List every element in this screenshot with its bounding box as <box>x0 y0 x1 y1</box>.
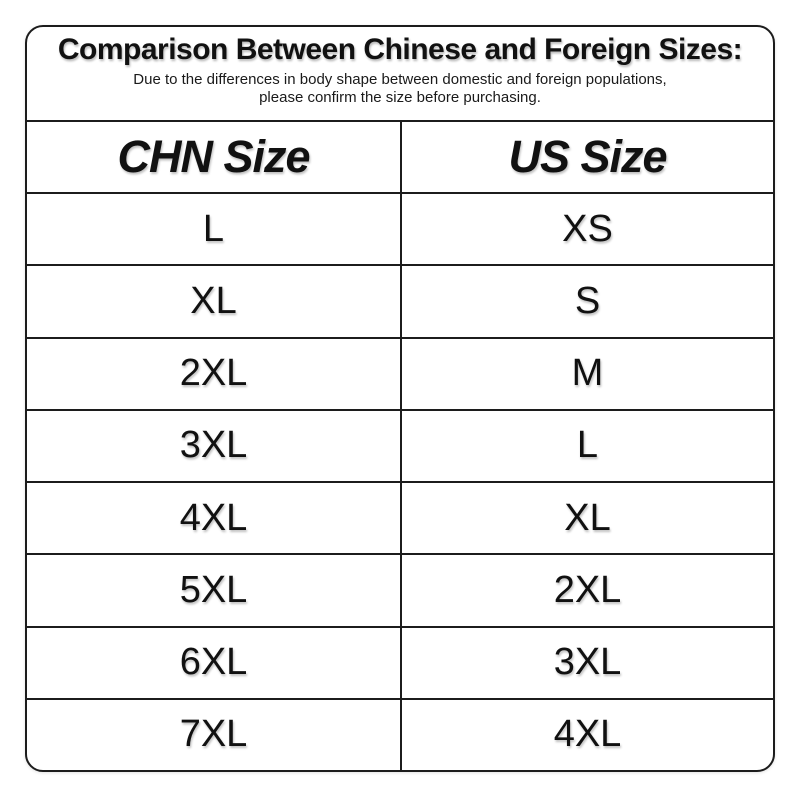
table-cell-chn: 6XL <box>27 625 400 698</box>
subtitle-line-2: please confirm the size before purchasin… <box>259 89 541 107</box>
table-cell-chn: 4XL <box>27 481 400 553</box>
card-header: Comparison Between Chinese and Foreign S… <box>27 27 773 120</box>
table-cell-us: M <box>400 336 773 409</box>
table-cell-us: XS <box>400 192 773 265</box>
column-header-us-size: US Size <box>400 122 773 192</box>
table-cell-us: L <box>400 408 773 481</box>
table-cell-chn: 5XL <box>27 553 400 625</box>
size-comparison-table: CHN Size US Size L XS XL S 2XL M 3XL L 4… <box>27 120 773 770</box>
column-header-chn-size: CHN Size <box>117 131 310 182</box>
subtitle: Due to the differences in body shape bet… <box>133 71 666 109</box>
table-cell-us: 4XL <box>400 697 773 770</box>
table-cell-chn: 3XL <box>27 408 400 481</box>
page-title: Comparison Between Chinese and Foreign S… <box>57 33 743 66</box>
size-comparison-card: Comparison Between Chinese and Foreign S… <box>25 25 775 772</box>
table-cell-chn: L <box>27 192 400 264</box>
table-cell-chn: 7XL <box>27 697 400 770</box>
table-cell-us: 2XL <box>400 553 773 626</box>
table-cell-us: XL <box>400 481 773 554</box>
table-cell-us: S <box>400 264 773 337</box>
subtitle-line-1: Due to the differences in body shape bet… <box>133 70 667 88</box>
table-cell-us: 3XL <box>400 625 773 698</box>
table-cell-chn: XL <box>27 264 400 336</box>
table-cell-chn: 2XL <box>27 336 400 409</box>
